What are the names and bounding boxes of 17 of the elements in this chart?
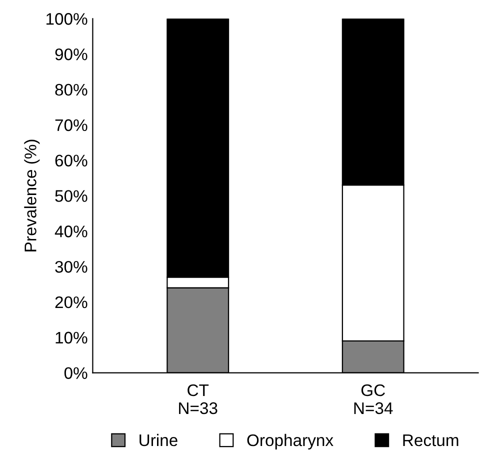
y-tick-label: 10% — [56, 332, 88, 344]
legend-label: Oropharynx — [247, 434, 334, 450]
x-tick-label: GC N=34 — [354, 384, 393, 414]
y-axis-title: Prevalence (%) — [24, 140, 40, 252]
y-tick-label: 90% — [55, 48, 88, 60]
y-tick-label: 80% — [55, 84, 88, 96]
legend-label: Rectum — [403, 434, 458, 446]
y-tick-label: 50% — [55, 190, 88, 202]
y-tick-label: 70% — [55, 119, 88, 132]
y-tick-label: 40% — [54, 226, 88, 238]
y-tick-label: 0% — [64, 367, 88, 380]
legend-label: Urine — [140, 434, 178, 446]
y-tick-label: 100% — [46, 13, 88, 25]
y-tick-label: 30% — [55, 260, 88, 273]
y-tick-label: 60% — [55, 154, 88, 167]
x-tick-label: CT N=33 — [179, 384, 218, 414]
y-tick-label: 20% — [55, 296, 88, 308]
